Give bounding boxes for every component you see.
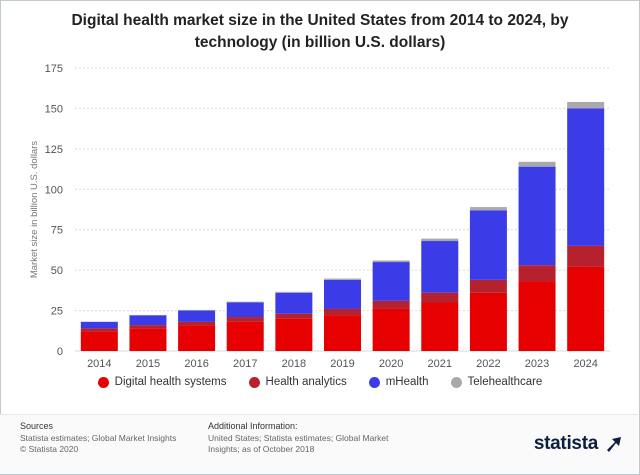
bar-segment-telehealthcare	[372, 260, 410, 263]
legend-item[interactable]: Digital health systems	[97, 376, 227, 388]
legend-swatch	[97, 376, 109, 388]
y-tick-label: 150	[45, 103, 63, 115]
legend-item[interactable]: Health analytics	[248, 376, 347, 388]
bar-segment-mhealth	[518, 166, 556, 266]
y-tick-label: 25	[51, 306, 63, 318]
bar-segment-digital-health-systems	[469, 292, 507, 351]
bar-segment-health-analytics	[469, 279, 507, 293]
x-tick-label: 2022	[476, 358, 500, 370]
legend-item[interactable]: mHealth	[368, 376, 429, 388]
chart-title: Digital health market size in the United…	[60, 10, 580, 54]
footer: Sources Statista estimates; Global Marke…	[0, 414, 638, 474]
chart-title-line-2: technology (in billion U.S. dollars)	[194, 34, 446, 51]
bar-segment-telehealthcare	[324, 278, 361, 280]
bar-segment-health-analytics	[372, 300, 410, 309]
sources-heading: Sources	[20, 421, 54, 431]
bar-segment-health-analytics	[275, 313, 313, 319]
legend-swatch	[368, 376, 380, 388]
y-tick-label: 0	[57, 346, 63, 358]
bar-segment-digital-health-systems	[80, 331, 118, 351]
bar-segment-mhealth	[421, 241, 459, 293]
bar-segment-health-analytics	[178, 321, 216, 326]
bar-segment-mhealth	[469, 210, 507, 280]
statista-arrow-icon	[607, 437, 621, 452]
bar-segment-telehealthcare	[567, 101, 605, 109]
bar-segment-mhealth	[567, 108, 605, 246]
bar-segment-mhealth	[80, 321, 118, 329]
bar-segment-mhealth	[275, 292, 313, 314]
x-tick-label: 2015	[136, 358, 160, 370]
legend-item[interactable]: Telehealthcare	[450, 376, 543, 388]
y-tick-label: 75	[51, 225, 63, 237]
x-tick-label: 2024	[573, 358, 597, 370]
chart-title-line-1: Digital health market size in the United…	[71, 12, 569, 29]
x-tick-label: 2019	[330, 358, 354, 370]
bar-segment-telehealthcare	[421, 238, 459, 242]
y-axis-title: Market size in billion U.S. dollars	[29, 141, 40, 279]
bar-segment-mhealth	[372, 262, 410, 301]
legend-swatch	[450, 376, 462, 388]
bar-segment-telehealthcare	[226, 301, 264, 303]
y-tick-label: 100	[45, 184, 63, 196]
bar-segment-health-analytics	[421, 292, 459, 303]
bar-segment-digital-health-systems	[129, 328, 167, 351]
statista-logo[interactable]: statista	[534, 433, 624, 455]
bar-segment-digital-health-systems	[178, 325, 216, 351]
bar-segment-digital-health-systems	[372, 308, 410, 351]
y-tick-label: 175	[45, 63, 63, 75]
chart-legend: Digital health systems Health analytics mH…	[0, 376, 640, 388]
bar-segment-health-analytics	[80, 328, 118, 332]
bar-segment-telehealthcare	[178, 309, 216, 311]
bar-segment-digital-health-systems	[421, 302, 459, 351]
bar-segment-health-analytics	[518, 265, 556, 282]
bar-segment-health-analytics	[129, 325, 167, 329]
x-tick-label: 2016	[184, 358, 208, 370]
bar-segment-mhealth	[226, 302, 264, 318]
x-tick-label: 2014	[87, 358, 111, 370]
additional-info-text: United States; Statista estimates; Globa…	[208, 433, 389, 454]
additional-info-heading: Additional Information:	[208, 421, 298, 431]
legend-label: Health analytics	[265, 376, 347, 388]
bar-segment-telehealthcare	[469, 207, 507, 211]
brand-name: statista	[533, 433, 598, 454]
x-tick-label: 2017	[233, 358, 257, 370]
bar-segment-digital-health-systems	[324, 315, 361, 351]
y-tick-label: 125	[45, 144, 63, 156]
legend-label: Digital health systems	[114, 376, 227, 388]
legend-swatch	[248, 376, 260, 388]
bar-segment-telehealthcare	[518, 161, 556, 167]
x-tick-label: 2018	[282, 358, 306, 370]
bar-segment-digital-health-systems	[275, 318, 313, 351]
y-tick-label: 50	[51, 265, 63, 277]
bar-segment-digital-health-systems	[518, 281, 556, 351]
x-tick-label: 2021	[428, 358, 452, 370]
bar-segment-health-analytics	[324, 308, 361, 316]
bar-segment-health-analytics	[567, 245, 605, 267]
x-tick-label: 2023	[525, 358, 549, 370]
bar-segment-health-analytics	[226, 317, 264, 322]
x-tick-label: 2020	[379, 358, 403, 370]
legend-label: mHealth	[385, 376, 429, 388]
sources-text[interactable]: Statista estimates; Global Market Insigh…	[20, 433, 177, 443]
bar-segment-mhealth	[129, 315, 167, 326]
legend-label: Telehealthcare	[467, 376, 543, 388]
bar-segment-digital-health-systems	[226, 321, 264, 351]
copyright-text: © Statista 2020	[20, 444, 79, 454]
bar-segment-mhealth	[324, 279, 361, 309]
bar-segment-digital-health-systems	[567, 266, 605, 351]
bar-segment-mhealth	[178, 310, 216, 322]
bar-segment-telehealthcare	[275, 291, 313, 293]
